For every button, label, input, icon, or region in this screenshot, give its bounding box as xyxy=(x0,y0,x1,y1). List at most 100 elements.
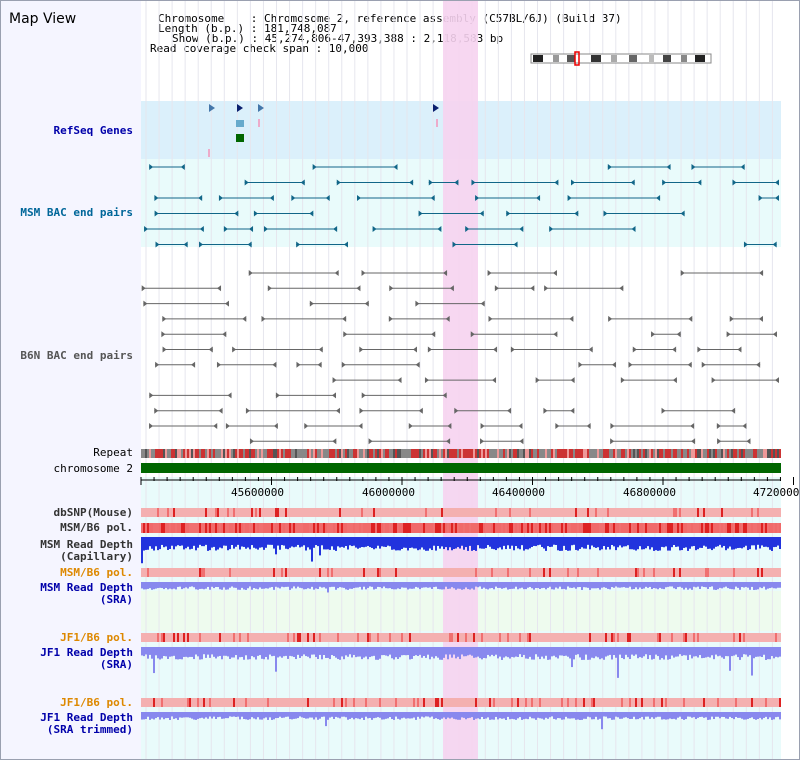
polymorphism-cell xyxy=(465,508,467,517)
polymorphism-cell xyxy=(547,523,549,533)
bac-end-marker xyxy=(149,392,154,399)
polymorphism-cell xyxy=(595,508,597,517)
track-label-jf1-pol-2[interactable]: JF1/B6 pol. xyxy=(60,696,133,709)
repeat-segment xyxy=(543,449,545,458)
read-depth-bar xyxy=(689,647,691,655)
track-label-jf1-trim-2: (SRA trimmed) xyxy=(46,723,133,736)
read-depth-bar xyxy=(219,582,221,590)
polymorphism-cell xyxy=(403,568,405,577)
polymorphism-cell xyxy=(269,633,271,642)
repeat-segment xyxy=(741,449,743,458)
polymorphism-cell xyxy=(467,568,469,577)
track-label-msm-depth-sra-1[interactable]: MSM Read Depth xyxy=(40,581,133,594)
polymorphism-cell xyxy=(351,523,353,533)
read-depth-bar xyxy=(647,582,649,588)
polymorphism-cell xyxy=(239,633,241,642)
read-depth-bar xyxy=(689,582,691,589)
track-label-msm-pol-1[interactable]: MSM/B6 pol. xyxy=(60,521,133,534)
polymorphism-cell xyxy=(751,568,753,577)
polymorphism-cell xyxy=(661,698,663,707)
read-depth-bar xyxy=(161,647,163,659)
polymorphism-cell xyxy=(273,568,275,577)
bac-end-marker xyxy=(199,241,204,248)
polymorphism-cell xyxy=(599,523,601,533)
bac-end-marker xyxy=(586,423,591,429)
polymorphism-cell xyxy=(549,568,551,577)
polymorphism-cell xyxy=(741,568,743,577)
read-depth-bar xyxy=(437,582,439,589)
polymorphism-cell xyxy=(659,633,661,642)
track-label-column xyxy=(1,1,141,759)
polymorphism-cell xyxy=(337,698,339,707)
track-label-jf1-depth-1[interactable]: JF1 Read Depth xyxy=(40,646,133,659)
polymorphism-cell xyxy=(747,523,749,533)
track-label-jf1-trim-1[interactable]: JF1 Read Depth xyxy=(40,711,133,724)
read-depth-bar xyxy=(643,647,645,657)
polymorphism-cell xyxy=(665,698,667,707)
polymorphism-cell xyxy=(507,698,509,707)
read-depth-bar xyxy=(739,712,741,718)
polymorphism-cell xyxy=(517,508,519,517)
polymorphism-cell xyxy=(365,523,367,533)
read-depth-bar xyxy=(555,712,557,720)
track-label-jf1-pol-1[interactable]: JF1/B6 pol. xyxy=(60,631,133,644)
read-depth-bar xyxy=(727,537,729,549)
read-depth-bar xyxy=(743,582,745,588)
polymorphism-cell xyxy=(567,568,569,577)
track-label-refseq[interactable]: RefSeq Genes xyxy=(53,124,133,137)
read-depth-bar xyxy=(227,647,229,657)
bac-end-marker xyxy=(487,270,492,276)
read-depth-bar xyxy=(333,582,335,587)
read-depth-bar xyxy=(563,537,565,546)
read-depth-bar xyxy=(577,647,579,655)
read-depth-bar xyxy=(557,537,559,551)
polymorphism-cell xyxy=(635,568,637,577)
read-depth-bar xyxy=(491,712,493,720)
bac-end-marker xyxy=(701,361,706,368)
polymorphism-cell xyxy=(539,568,541,577)
read-depth-bar xyxy=(729,537,731,547)
polymorphism-cell xyxy=(239,698,241,707)
repeat-segment xyxy=(393,449,395,458)
read-depth-bar xyxy=(399,582,401,590)
read-depth-bar xyxy=(365,582,367,590)
polymorphism-cell xyxy=(715,523,717,533)
track-label-dbsnp[interactable]: dbSNP(Mouse) xyxy=(53,506,133,519)
polymorphism-cell xyxy=(169,633,171,642)
read-depth-bar xyxy=(281,537,283,546)
read-depth-bar xyxy=(337,712,339,718)
polymorphism-cell xyxy=(709,568,711,577)
polymorphism-cell xyxy=(217,508,219,517)
bac-end-marker xyxy=(318,346,323,353)
repeat-segment xyxy=(591,449,593,458)
polymorphism-cell xyxy=(621,523,623,533)
polymorphism-cell xyxy=(535,523,537,533)
polymorphism-cell xyxy=(355,568,357,577)
track-label-msm-bac[interactable]: MSM BAC end pairs xyxy=(20,206,133,219)
read-depth-bar xyxy=(447,582,449,589)
track-label-msm-pol-2[interactable]: MSM/B6 pol. xyxy=(60,566,133,579)
polymorphism-cell xyxy=(773,698,775,707)
read-depth-bar xyxy=(545,647,547,656)
track-label-msm-depth-cap-1[interactable]: MSM Read Depth xyxy=(40,538,133,551)
bac-end-marker xyxy=(300,179,305,186)
polymorphism-cell xyxy=(259,508,261,517)
polymorphism-cell xyxy=(669,508,671,517)
read-depth-bar xyxy=(243,647,245,660)
polymorphism-cell xyxy=(435,698,437,707)
read-depth-bar xyxy=(409,647,411,660)
track-label-b6n-bac[interactable]: B6N BAC end pairs xyxy=(20,349,133,362)
polymorphism-cell xyxy=(571,568,573,577)
repeat-segment xyxy=(517,449,519,458)
polymorphism-cell xyxy=(307,633,309,642)
read-depth-bar xyxy=(245,712,247,720)
read-depth-bar xyxy=(195,647,197,655)
read-depth-bar xyxy=(689,537,691,549)
repeat-segment xyxy=(305,449,307,458)
polymorphism-cell xyxy=(193,568,195,577)
read-depth-bar xyxy=(405,647,407,656)
polymorphism-cell xyxy=(683,698,685,707)
read-depth-bar xyxy=(233,582,235,588)
repeat-segment xyxy=(249,449,251,458)
